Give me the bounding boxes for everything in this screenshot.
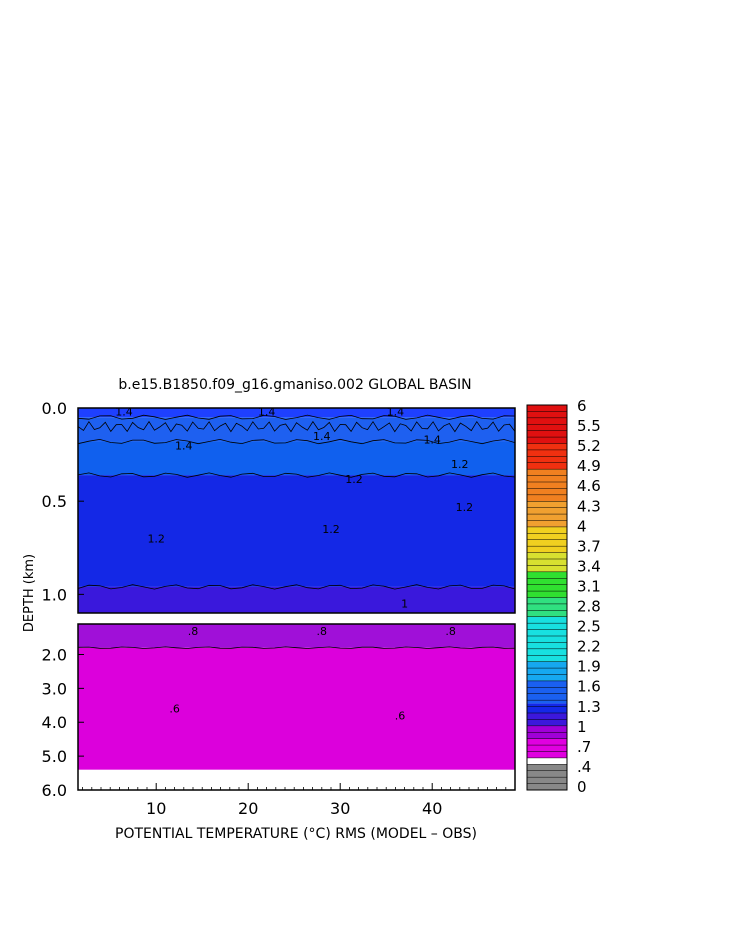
colorbar-band-14 [527,469,567,502]
contour-label-0: 1.4 [115,406,133,419]
contour-label-14: .8 [445,625,456,638]
y-tick-label-0.5: 0.5 [42,492,67,511]
contour-label-6: 1.2 [451,458,469,471]
panel-frame-lower [77,623,516,791]
contour-line-lower-6 [77,646,516,649]
colorbar-label-14: 1.6 [577,678,601,696]
contour-label-16: .6 [395,709,406,722]
y-tick-label-4.0: 4.0 [42,713,67,732]
colorbar-label-16: 1 [577,718,587,736]
colorbar-frame [526,404,568,791]
colorbar-label-12: 2.2 [577,638,601,656]
contour-label-8: 1.2 [456,501,474,514]
colorbar-label-7: 3.7 [577,537,601,555]
x-tick-label-40: 40 [422,799,442,818]
contour-label-12: .8 [188,625,199,638]
region-upper-1.1 [78,586,515,613]
colorbar-band-11 [527,552,567,572]
region-upper-1.4 [78,441,515,476]
colorbar-label-15: 1.3 [577,698,601,716]
contour-label-3: 1.4 [175,439,193,452]
x-axis-label: POTENTIAL TEMPERATURE (°C) RMS (MODEL – … [115,826,477,842]
plot-layer: 1.4 1.4 1.4 1.4 1.4 1.4 1.2 1.2 1.2 1.2 1.2 1 .8 .8 .8… [42,399,516,818]
contour-label-11: 1 [401,598,408,611]
colorbar-label-17: .7 [577,738,591,756]
colorbar-band-1 [527,757,567,765]
region-upper-1.6 [78,408,515,418]
contour-label-13: .8 [317,625,328,638]
contour-label-7: 1.2 [345,473,363,486]
region-lower-0.85 [78,624,515,648]
colorbar: 6 5.5 5.2 4.9 4.6 4.3 4 3.7 3.4 3.1 2.8 2.5 2.2 1.9 1.… [526,397,601,796]
colorbar-label-2: 5.2 [577,437,601,455]
contour-label-1: 1.4 [258,406,276,419]
colorbar-band-5 [527,703,567,713]
y-tick-label-2.0: 2.0 [42,645,67,664]
colorbar-band-7 [527,661,567,681]
colorbar-band-6 [527,680,567,704]
colorbar-label-19: 0 [577,778,587,796]
y-tick-label-3.0: 3.0 [42,679,67,698]
x-tick-label-20: 20 [238,799,258,818]
contour-line-upper-1 [77,414,516,420]
region-lower-0.7 [78,647,515,770]
y-tick-label-5.0: 5.0 [42,747,67,766]
contour-line-upper-4 [77,584,516,590]
contour-line-surface [77,420,516,433]
contour-label-5: 1.4 [423,434,441,447]
x-tick-label-30: 30 [330,799,350,818]
contour-label-4: 1.4 [313,430,331,443]
colorbar-label-0: 6 [577,397,587,415]
region-upper-1.5 [78,417,515,442]
colorbar-label-9: 3.1 [577,577,601,595]
colorbar-label-8: 3.4 [577,557,601,575]
colorbar-label-5: 4.3 [577,497,601,515]
colorbar-label-11: 2.5 [577,618,601,636]
colorbar-label-10: 2.8 [577,598,601,616]
y-tick-label-1.0: 1.0 [42,585,67,604]
colorbar-band-8 [527,616,567,662]
colorbar-label-18: .4 [577,758,591,776]
contour-label-2: 1.4 [387,406,405,419]
y-axis-label: DEPTH (km) [22,554,37,632]
y-tick-label-6.0: 6.0 [42,781,67,800]
contour-label-10: 1.2 [322,523,340,536]
contour-label-9: 1.2 [147,532,165,545]
colorbar-label-4: 4.6 [577,477,601,495]
colorbar-label-1: 5.5 [577,417,601,435]
colorbar-band-2 [527,738,567,758]
contour-label-15: .6 [169,703,180,716]
colorbar-label-6: 4 [577,517,587,535]
contour-line-upper-3 [77,472,516,478]
contour-line-upper-2 [77,438,516,445]
panel-frame-upper [77,407,516,614]
y-tick-label-0.0: 0.0 [42,399,67,418]
colorbar-band-9 [527,597,567,617]
colorbar-label-13: 1.9 [577,658,601,676]
region-upper-1.25 [78,475,515,587]
chart-title: b.e15.B1850.f09_g16.gmaniso.002 GLOBAL B… [118,377,471,393]
colorbar-label-3: 4.9 [577,457,601,475]
x-tick-label-10: 10 [146,799,166,818]
